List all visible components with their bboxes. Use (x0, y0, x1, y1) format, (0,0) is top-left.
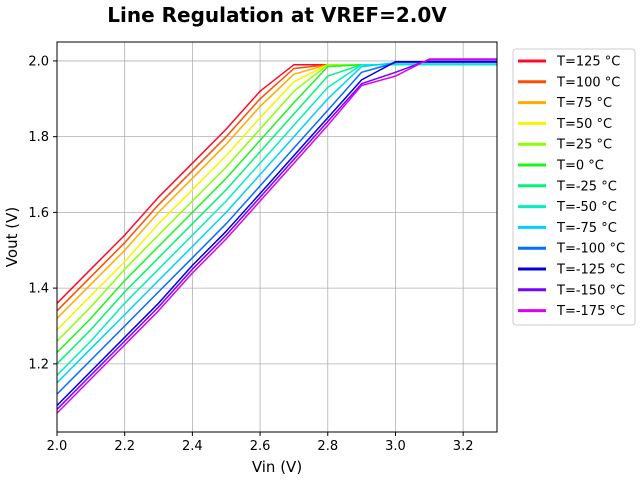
x-tick-label: 2.8 (317, 439, 338, 454)
legend-label: T=-75 °C (556, 221, 617, 236)
y-tick-label: 1.6 (28, 206, 49, 221)
series-line-12 (56, 58, 497, 414)
legend-label: T=0 °C (556, 159, 604, 174)
series-line-3 (56, 63, 497, 331)
legend-label: T=125 °C (556, 55, 620, 70)
x-axis-label: Vin (V) (252, 458, 302, 476)
y-tick-label: 1.8 (28, 130, 49, 145)
x-tick-label: 2.2 (114, 439, 135, 454)
x-tick-label: 2.4 (182, 439, 203, 454)
legend-frame (512, 48, 636, 326)
x-axis-ticks: 2.0 2.2 2.4 2.6 2.8 3.0 3.2 (47, 432, 474, 454)
legend-label: T=-50 °C (556, 200, 617, 215)
series-line-2 (56, 63, 497, 319)
legend-label: T=-175 °C (556, 304, 625, 319)
legend-label: T=-25 °C (556, 179, 617, 194)
series-line-10 (56, 60, 497, 407)
plot-area-frame (56, 41, 498, 433)
series-group (56, 58, 497, 414)
grid (56, 42, 497, 432)
series-line-7 (56, 63, 497, 376)
y-tick-label: 1.2 (28, 357, 49, 372)
legend-label: T=75 °C (556, 96, 612, 111)
y-axis-label: Vout (V) (3, 207, 21, 267)
x-tick-label: 2.0 (47, 439, 68, 454)
y-tick-label: 1.4 (28, 282, 49, 297)
y-tick-label: 2.0 (28, 54, 49, 69)
legend-label: T=-100 °C (556, 242, 625, 257)
series-line-4 (56, 63, 497, 342)
series-line-11 (56, 59, 497, 410)
series-line-5 (56, 63, 497, 354)
legend-label: T=-125 °C (556, 263, 625, 278)
chart-title: Line Regulation at VREF=2.0V (107, 3, 447, 27)
x-tick-label: 2.6 (250, 439, 271, 454)
series-line-9 (56, 62, 497, 395)
legend-items: T=125 °C T=100 °C T=75 °C T=50 °C T=25 °C T=0… (518, 55, 625, 319)
legend-label: T=100 °C (556, 75, 620, 90)
legend-label: T=50 °C (556, 117, 612, 132)
y-axis-ticks: 1.2 1.4 1.6 1.8 2.0 (28, 54, 57, 372)
x-tick-label: 3.2 (453, 439, 474, 454)
legend-label: T=-150 °C (556, 283, 625, 298)
series-line-1 (56, 63, 497, 312)
x-tick-label: 3.0 (385, 439, 406, 454)
legend-label: T=25 °C (556, 138, 612, 153)
legend: T=125 °C T=100 °C T=75 °C T=50 °C T=25 °C T=0… (512, 48, 636, 326)
